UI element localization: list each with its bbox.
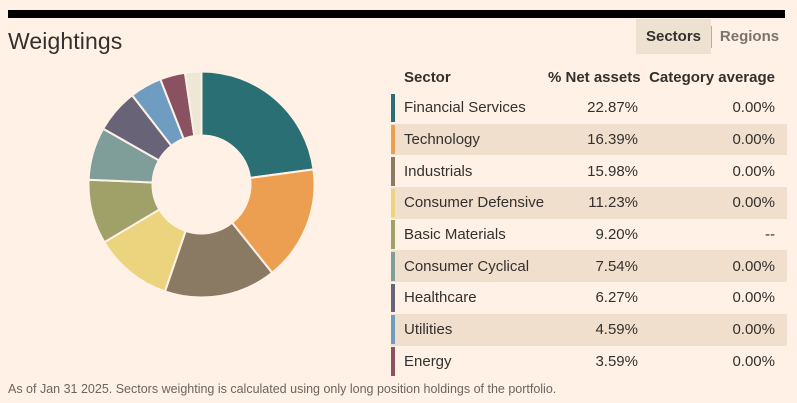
table-row-financial-services: Financial Services 22.87% 0.00%	[391, 92, 787, 124]
tab-regions[interactable]: Regions	[712, 19, 787, 54]
cell-net-assets: 6.27%	[595, 289, 638, 307]
cell-net-assets: 3.59%	[595, 352, 638, 370]
page-title: Weightings	[8, 28, 123, 54]
donut-slice-other[interactable]	[183, 70, 203, 138]
cell-category-average: 0.00%	[732, 257, 775, 275]
table-row-industrials: Industrials 15.98% 0.00%	[391, 155, 787, 187]
cell-net-assets: 16.39%	[587, 131, 638, 149]
cell-category-average: 0.00%	[732, 162, 775, 180]
row-color-swatch	[391, 283, 395, 313]
cell-category-average: 0.00%	[732, 194, 775, 212]
column-header-sector: Sector	[404, 68, 451, 86]
cell-sector: Consumer Defensive	[404, 194, 545, 212]
top-divider-bar	[8, 10, 785, 18]
donut-chart[interactable]	[86, 69, 317, 300]
cell-sector: Technology	[404, 131, 480, 149]
cell-sector: Utilities	[404, 321, 453, 339]
cell-category-average: --	[765, 226, 775, 244]
tab-sectors[interactable]: Sectors	[636, 19, 711, 54]
cell-category-average: 0.00%	[732, 289, 775, 307]
cell-category-average: 0.00%	[732, 131, 775, 149]
sector-table: Sector % Net assets Category average Fin…	[391, 62, 787, 377]
cell-sector: Consumer Cyclical	[404, 257, 530, 275]
cell-net-assets: 9.20%	[595, 226, 638, 244]
row-color-swatch	[391, 315, 395, 344]
cell-sector: Basic Materials	[404, 226, 506, 244]
cell-category-average: 0.00%	[732, 352, 775, 370]
cell-sector: Energy	[404, 352, 452, 370]
column-header-category-average: Category average	[649, 68, 775, 86]
view-tabs: Sectors Regions	[636, 19, 787, 54]
table-row-technology: Technology 16.39% 0.00%	[391, 123, 787, 156]
row-color-swatch	[391, 220, 395, 249]
cell-category-average: 0.00%	[732, 99, 775, 117]
donut-slice-financial-services[interactable]	[200, 70, 315, 180]
cell-net-assets: 4.59%	[595, 321, 638, 339]
cell-sector: Healthcare	[404, 289, 477, 307]
sector-table-header: Sector % Net assets Category average	[391, 62, 787, 92]
table-row-utilities: Utilities 4.59% 0.00%	[391, 313, 787, 346]
cell-category-average: 0.00%	[732, 321, 775, 339]
column-header-net-assets: % Net assets	[548, 68, 641, 86]
cell-sector: Financial Services	[404, 99, 526, 117]
cell-net-assets: 15.98%	[587, 162, 638, 180]
row-color-swatch	[391, 188, 395, 218]
cell-net-assets: 11.23%	[588, 194, 638, 212]
row-color-swatch	[391, 125, 395, 154]
tab-divider	[711, 25, 712, 48]
row-color-swatch	[391, 93, 395, 123]
cell-sector: Industrials	[404, 162, 473, 180]
table-row-basic-materials: Basic Materials 9.20% --	[391, 219, 787, 251]
footnote: As of Jan 31 2025. Sectors weighting is …	[8, 382, 557, 396]
row-color-swatch	[391, 347, 395, 376]
table-row-consumer-defensive: Consumer Defensive 11.23% 0.00%	[391, 187, 787, 219]
row-color-swatch	[391, 251, 395, 281]
row-color-swatch	[391, 156, 395, 186]
cell-net-assets: 7.54%	[595, 257, 638, 275]
table-row-consumer-cyclical: Consumer Cyclical 7.54% 0.00%	[391, 250, 787, 283]
sector-table-body: Financial Services 22.87% 0.00% Technology 1…	[391, 92, 787, 377]
table-row-healthcare: Healthcare 6.27% 0.00%	[391, 282, 787, 314]
table-row-energy: Energy 3.59% 0.00%	[391, 346, 787, 378]
cell-net-assets: 22.87%	[587, 99, 638, 117]
